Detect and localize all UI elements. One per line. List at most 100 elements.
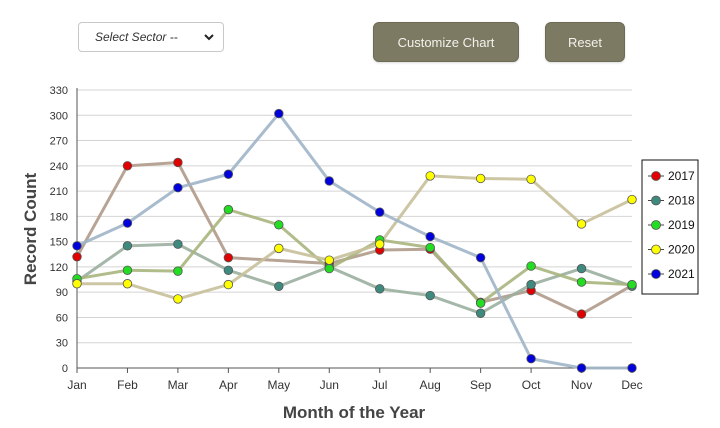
y-tick-label: 240	[50, 161, 68, 173]
y-tick-label: 210	[50, 186, 68, 198]
data-point-2019[interactable]	[576, 277, 587, 287]
x-tick-label: Jul	[372, 378, 387, 392]
data-point-2019[interactable]	[274, 220, 284, 230]
legend-marker-2019	[651, 220, 661, 230]
data-point-2020[interactable]	[223, 279, 234, 290]
data-point-2017[interactable]	[223, 252, 234, 263]
x-tick-label: Oct	[522, 378, 541, 392]
y-tick-label: 0	[62, 363, 68, 375]
x-tick-label: May	[267, 378, 290, 392]
data-point-2020[interactable]	[173, 294, 183, 304]
series-lines	[75, 112, 633, 370]
x-tick-label: Apr	[219, 378, 238, 392]
series-line-2019	[76, 208, 633, 305]
data-point-2021[interactable]	[122, 218, 133, 228]
y-tick-label: 270	[50, 136, 68, 148]
legend-box	[641, 159, 699, 295]
series-line-2021	[76, 112, 632, 370]
data-point-2018[interactable]	[375, 284, 385, 294]
data-point-2020[interactable]	[425, 171, 435, 181]
legend-marker-2018	[651, 195, 661, 206]
data-point-2018[interactable]	[274, 281, 284, 291]
data-point-2020[interactable]	[122, 279, 133, 289]
data-point-2020[interactable]	[375, 239, 385, 249]
data-point-2018[interactable]	[576, 263, 587, 274]
data-point-2021[interactable]	[526, 354, 536, 364]
data-point-2019[interactable]	[425, 242, 435, 253]
data-point-2020[interactable]	[475, 173, 486, 184]
data-point-2021[interactable]	[274, 108, 284, 119]
data-point-2018[interactable]	[122, 241, 133, 251]
data-point-2020[interactable]	[72, 279, 82, 289]
x-tick-label: Aug	[420, 378, 441, 392]
data-point-2019[interactable]	[627, 279, 637, 290]
y-tick-label: 180	[50, 211, 68, 223]
x-tick-label: Feb	[117, 378, 138, 392]
data-point-2018[interactable]	[475, 308, 486, 318]
reset-button[interactable]: Reset	[545, 22, 625, 62]
y-tick-label: 120	[50, 262, 68, 274]
data-point-2021[interactable]	[324, 176, 334, 186]
y-tick-label: 300	[50, 110, 68, 122]
data-point-2021[interactable]	[72, 241, 82, 251]
data-point-2021[interactable]	[425, 231, 435, 242]
data-point-2019[interactable]	[526, 261, 536, 271]
data-point-2019[interactable]	[324, 263, 334, 274]
legend-marker-2021	[651, 269, 661, 279]
data-point-2019[interactable]	[223, 204, 234, 215]
data-point-2021[interactable]	[375, 207, 385, 217]
data-point-2020[interactable]	[274, 243, 284, 254]
data-point-2020[interactable]	[324, 255, 334, 265]
data-point-2017[interactable]	[122, 161, 133, 171]
data-point-2021[interactable]	[475, 252, 486, 263]
gridlines	[77, 89, 632, 369]
y-tick-label: 30	[56, 338, 68, 350]
x-tick-label: Jun	[320, 378, 339, 392]
legend-label-2018[interactable]: 2018	[668, 194, 695, 208]
y-tick-label: 150	[50, 237, 68, 249]
data-point-2020[interactable]	[526, 174, 536, 184]
data-point-2021[interactable]	[223, 169, 234, 179]
legend-label-2021[interactable]: 2021	[668, 267, 695, 281]
series-line-2020	[77, 174, 633, 301]
data-point-2021[interactable]	[627, 363, 637, 373]
x-tick-label: Dec	[621, 378, 642, 392]
data-point-2018[interactable]	[223, 265, 234, 275]
y-tick-label: 60	[56, 312, 68, 324]
y-axis-title: Record Count	[21, 172, 40, 285]
data-point-2021[interactable]	[173, 183, 183, 193]
data-point-2018[interactable]	[425, 290, 435, 301]
legend: 2017 2018 2019 2020 2021	[641, 159, 699, 295]
chevron-down-icon	[204, 34, 214, 41]
series-line-2018	[76, 242, 633, 315]
legend-label-2017[interactable]: 2017	[668, 169, 695, 183]
legend-label-2020[interactable]: 2020	[668, 243, 695, 257]
x-axis-title: Month of the Year	[283, 403, 426, 422]
x-tick-label: Mar	[168, 378, 189, 392]
data-point-2017[interactable]	[173, 157, 183, 168]
data-point-2017[interactable]	[576, 309, 587, 319]
legend-marker-2017	[651, 171, 661, 181]
data-point-2018[interactable]	[173, 239, 183, 249]
axes: 0 30 60 90 120 150 180 210 240 270 300 330 Jan Feb Mar…	[50, 85, 643, 392]
data-point-2019[interactable]	[475, 298, 486, 308]
data-point-2019[interactable]	[173, 266, 183, 276]
data-point-2020[interactable]	[576, 219, 587, 229]
data-point-2018[interactable]	[526, 279, 536, 290]
data-point-2020[interactable]	[627, 194, 637, 205]
x-tick-label: Nov	[571, 378, 592, 392]
series-line-2017	[75, 160, 633, 316]
sector-select[interactable]: Select Sector --	[78, 22, 224, 52]
data-point-2017[interactable]	[72, 252, 82, 262]
data-point-2019[interactable]	[122, 265, 133, 275]
legend-label-2019[interactable]: 2019	[668, 218, 695, 232]
x-tick-label: Sep	[470, 378, 492, 392]
legend-marker-2020	[651, 244, 661, 255]
customize-chart-button[interactable]: Customize Chart	[373, 22, 519, 62]
sector-select-value: Select Sector --	[95, 30, 178, 44]
series-markers	[72, 108, 637, 373]
x-tick-label: Jan	[67, 378, 86, 392]
data-point-2021[interactable]	[576, 363, 587, 373]
y-tick-label: 330	[50, 85, 68, 97]
